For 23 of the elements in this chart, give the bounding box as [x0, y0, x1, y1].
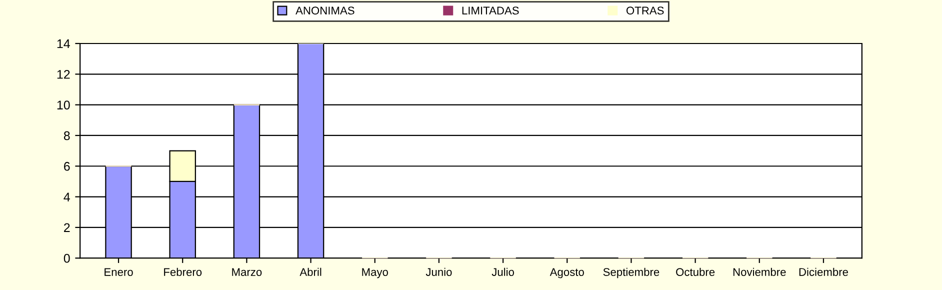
x-tick-label: Julio [492, 268, 514, 276]
x-tick-label: Abril [300, 268, 322, 276]
x-tick-label: Enero [104, 268, 133, 276]
y-tick-label: 2 [64, 223, 70, 232]
x-tick-label: Agosto [550, 268, 584, 278]
x-tick-label: Febrero [164, 268, 202, 276]
x-tick-label: Marzo [232, 268, 262, 276]
x-tick-label: Mayo [362, 268, 388, 278]
y-tick-label: 8 [64, 131, 70, 140]
legend-label: ANONIMAS [296, 6, 354, 15]
y-tick-label: 10 [57, 100, 70, 110]
y-tick-label: 12 [57, 70, 70, 79]
y-tick-label: 6 [64, 162, 70, 171]
x-tick-label: Diciembre [799, 268, 848, 276]
legend-label: OTRAS [626, 6, 664, 15]
y-tick-label: 4 [64, 192, 70, 202]
y-tick-label: 0 [64, 254, 70, 263]
x-tick-label: Junio [426, 268, 452, 276]
x-tick-label: Noviembre [733, 268, 786, 276]
y-tick-label: 14 [57, 39, 70, 48]
legend-label: LIMITADAS [462, 6, 519, 15]
x-tick-label: Septiembre [603, 268, 660, 278]
x-tick-label: Octubre [676, 268, 715, 276]
